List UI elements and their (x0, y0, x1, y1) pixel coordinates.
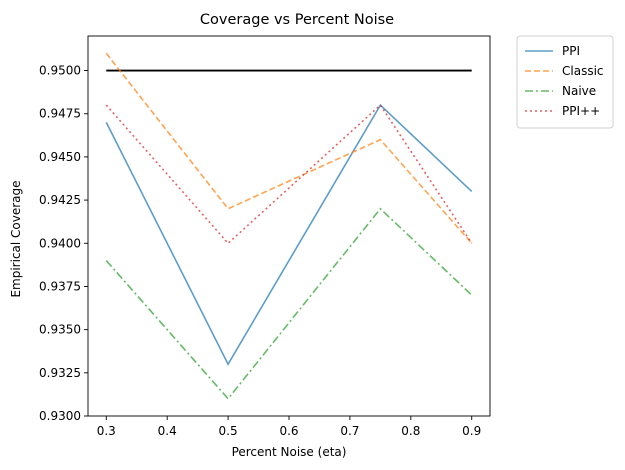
y-tick-label: 0.9400 (39, 236, 81, 250)
x-tick-label: 0.5 (219, 424, 238, 438)
y-tick-label: 0.9300 (39, 409, 81, 423)
x-tick-label: 0.3 (97, 424, 116, 438)
y-tick-label: 0.9425 (39, 193, 81, 207)
x-tick-label: 0.4 (158, 424, 177, 438)
y-tick-label: 0.9475 (39, 107, 81, 121)
chart-title: Coverage vs Percent Noise (200, 12, 394, 28)
legend-label: Classic (562, 64, 604, 78)
x-tick-label: 0.9 (462, 424, 481, 438)
x-tick-label: 0.7 (340, 424, 359, 438)
legend-label: Naive (562, 84, 596, 98)
y-tick-label: 0.9375 (39, 279, 81, 293)
legend-label: PPI++ (562, 104, 600, 118)
y-tick-label: 0.9500 (39, 64, 81, 78)
series-line-3 (105, 103, 473, 245)
y-tick-label: 0.9450 (39, 150, 81, 164)
series-line-2 (105, 207, 473, 400)
plot-frame (87, 35, 491, 417)
legend-label: PPI (562, 44, 580, 58)
y-axis-title: Empirical Coverage (9, 180, 23, 297)
series-line-1 (105, 52, 473, 244)
x-tick-label: 0.6 (279, 424, 298, 438)
y-tick-label: 0.9350 (39, 323, 81, 337)
legend-box (516, 35, 614, 129)
x-axis-title: Percent Noise (eta) (232, 445, 347, 459)
plot-area (87, 35, 491, 417)
y-axis: 0.9300 0.9325 0.9350 0.9375 0.9400 0.9425 0.94… (39, 64, 88, 423)
series-line-0 (105, 103, 473, 366)
x-axis: 0.3 0.4 0.5 0.6 0.7 0.8 0.9 (97, 416, 481, 438)
x-tick-label: 0.8 (401, 424, 420, 438)
y-tick-label: 0.9325 (39, 366, 81, 380)
legend: PPI Classic Naive PPI++ (516, 35, 614, 129)
